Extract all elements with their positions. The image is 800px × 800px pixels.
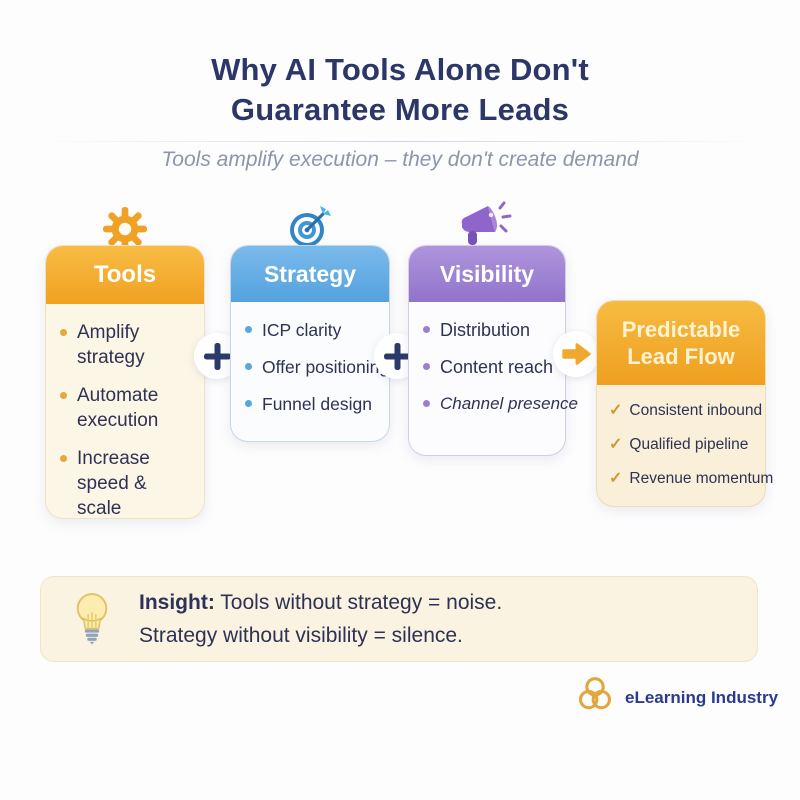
card-strategy-title: Strategy — [263, 260, 357, 287]
bullet-dot — [60, 329, 67, 336]
list-item: ICP clarity — [245, 318, 379, 342]
card-visibility-list: Distribution Content reach Channel prese… — [409, 302, 578, 416]
title-divider — [40, 141, 760, 142]
card-strategy: Strategy ICP clarity Offer positioning F… — [230, 245, 390, 442]
card-visibility-title: Visibility — [439, 260, 535, 287]
bullet-dot — [60, 392, 67, 399]
list-item-text: Qualified pipeline — [629, 436, 749, 453]
list-item-text: Automate execution — [77, 385, 159, 431]
arrow-right-icon — [562, 343, 591, 365]
card-lead-flow-list: ✓ Consistent inbound ✓ Qualified pipelin… — [597, 385, 773, 489]
list-item-text: Content reach — [440, 357, 554, 377]
target-icon — [286, 203, 334, 256]
list-item: Automate execution — [60, 383, 194, 433]
arrow-connector — [553, 331, 599, 377]
list-item-text: Distribution — [440, 320, 531, 340]
plus-icon — [203, 342, 231, 370]
brand-name: eLearning Industry — [625, 687, 779, 707]
card-strategy-header: Strategy — [231, 246, 389, 302]
megaphone-icon — [450, 200, 514, 259]
list-item: ✓ Revenue momentum — [609, 469, 773, 489]
list-item: ✓ Qualified pipeline — [609, 435, 759, 455]
card-strategy-list: ICP clarity Offer positioning Funnel des… — [231, 302, 389, 416]
rings-icon — [574, 676, 616, 719]
insight-label: Insight: — [139, 591, 215, 614]
insight-line-1-text: Tools without strategy = noise. — [220, 591, 503, 614]
card-lead-flow: Predictable Lead Flow ✓ Consistent inbou… — [596, 300, 773, 507]
list-item-text: Offer positioning — [262, 357, 390, 377]
check-icon: ✓ — [609, 470, 623, 487]
card-tools: Tools Amplify strategy Automate executio… — [45, 245, 205, 519]
list-item: Offer positioning — [245, 355, 389, 379]
card-lead-flow-title-line-2: Lead Flow — [627, 344, 735, 369]
list-item: Amplify strategy — [60, 320, 194, 370]
card-visibility-header: Visibility — [409, 246, 565, 302]
bullet-dot — [245, 363, 252, 370]
list-item-text: Amplify strategy — [77, 322, 145, 368]
page-title-line-1: Why AI Tools Alone Don't — [211, 52, 589, 87]
card-tools-title: Tools — [93, 261, 157, 288]
insight-line-2: Strategy without visibility = silence. — [139, 624, 463, 647]
page-title-line-2: Guarantee More Leads — [230, 92, 570, 127]
lightbulb-icon — [71, 589, 113, 650]
card-lead-flow-title-line-1: Predictable — [621, 317, 741, 342]
list-item: Distribution — [423, 318, 555, 342]
list-item-text: ICP clarity — [262, 320, 342, 340]
list-item: Funnel design — [245, 392, 379, 416]
card-visibility: Visibility Distribution Content reach Ch… — [408, 245, 578, 456]
insight-line-1: Insight: Tools without strategy = noise. — [139, 586, 502, 619]
list-item-text: Channel presence — [440, 394, 578, 413]
check-icon: ✓ — [609, 402, 623, 419]
list-item: Content reach — [423, 355, 555, 379]
page-subtitle: Tools amplify execution – they don't cre… — [161, 148, 639, 171]
list-item: Increase speed & scale — [60, 446, 194, 521]
list-item-text: Funnel design — [262, 394, 372, 414]
brand-logo: eLearning Industry — [574, 676, 778, 719]
list-item-text: Revenue momentum — [629, 470, 774, 487]
gear-icon — [102, 206, 148, 257]
card-tools-list: Amplify strategy Automate execution Incr… — [46, 304, 204, 521]
insight-text: Insight: Tools without strategy = noise.… — [139, 586, 502, 652]
bullet-dot — [423, 363, 430, 370]
list-item: Channel presence — [423, 392, 578, 416]
card-tools-header: Tools — [46, 246, 204, 304]
plus-icon — [383, 342, 411, 370]
bullet-dot — [245, 400, 252, 407]
list-item-text: Consistent inbound — [629, 402, 763, 419]
bullet-dot — [423, 326, 430, 333]
list-item: ✓ Consistent inbound — [609, 401, 763, 421]
page-title: Why AI Tools Alone Don't Guarantee More … — [0, 50, 800, 130]
list-item-text: Increase speed & scale — [77, 448, 150, 519]
bullet-dot — [245, 326, 252, 333]
bullet-dot — [60, 455, 67, 462]
bullet-dot — [423, 400, 430, 407]
card-lead-flow-header: Predictable Lead Flow — [597, 301, 765, 385]
check-icon: ✓ — [609, 436, 623, 453]
insight-box: Insight: Tools without strategy = noise.… — [40, 576, 758, 662]
